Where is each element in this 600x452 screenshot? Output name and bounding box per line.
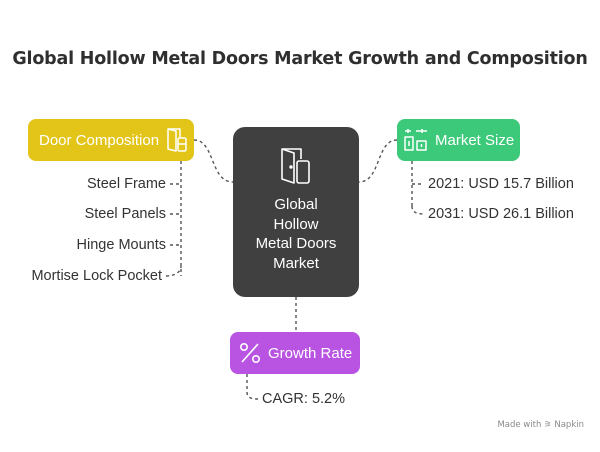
composition-item-mortise-lock: Mortise Lock Pocket <box>31 268 162 284</box>
connector-growth-trunk <box>246 374 259 400</box>
composition-item-hinge-mounts: Hinge Mounts <box>76 237 166 253</box>
market-size-label: Market Size <box>435 131 515 149</box>
connector-market-center <box>358 139 398 183</box>
made-with-napkin-footer: Made with ⚞ Napkin <box>497 420 584 430</box>
connector-item-mortise <box>165 265 182 277</box>
diagram-title: Global Hollow Metal Doors Market Growth … <box>12 49 588 69</box>
growth-item-cagr: CAGR: 5.2% <box>262 391 345 407</box>
center-label: Global Hollow Metal Doors Market <box>255 196 337 272</box>
center-node: Global Hollow Metal Doors Market <box>233 127 359 297</box>
composition-item-steel-frame: Steel Frame <box>87 176 166 192</box>
growth-rate-label: Growth Rate <box>268 344 353 362</box>
door-composition-node: Door Composition <box>28 119 194 161</box>
connector-composition-center <box>193 139 234 183</box>
building-chart-icon <box>404 129 427 151</box>
market-item-2021: 2021: USD 15.7 Billion <box>428 176 574 192</box>
door-icon <box>281 148 310 184</box>
door-composition-label: Door Composition <box>39 131 160 149</box>
percent-icon <box>239 342 261 364</box>
connector-item-2031 <box>411 205 425 215</box>
composition-item-steel-panels: Steel Panels <box>84 206 166 222</box>
door-panels-icon <box>167 128 187 152</box>
growth-rate-node: Growth Rate <box>230 332 360 374</box>
market-item-2031: 2031: USD 26.1 Billion <box>428 206 574 222</box>
market-size-node: Market Size <box>397 119 520 161</box>
